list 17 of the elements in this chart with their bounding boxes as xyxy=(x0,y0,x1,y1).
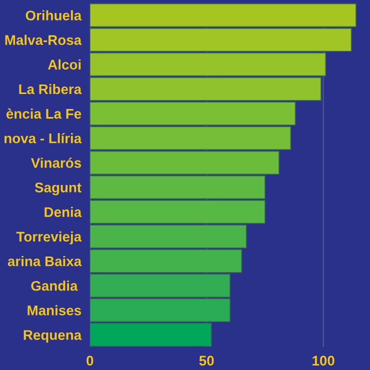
y-tick-label: arina Baixa xyxy=(8,256,82,266)
y-tick-label: Gandia xyxy=(31,280,78,291)
y-tick-label: Torrevieja xyxy=(16,231,82,244)
x-tick-label: 100 xyxy=(312,356,334,366)
y-tick-label: ència La Fe xyxy=(6,108,82,119)
y-tick-label: Denia xyxy=(44,206,82,218)
y-tick-label: Alcoi xyxy=(48,59,81,70)
y-tick-label: Vinarós xyxy=(30,158,82,168)
y-tick-label: Sagunt xyxy=(34,182,82,196)
x-tick-label: 0 xyxy=(86,356,94,366)
y-tick-label: Malva-Rosa xyxy=(5,34,82,45)
y-tick-label: Orihuela xyxy=(26,10,82,20)
x-tick-label: 50 xyxy=(199,356,214,366)
y-tick-label: Requena xyxy=(24,330,82,343)
y-tick-label: La Ribera xyxy=(19,84,82,94)
y-tick-label: Manises xyxy=(28,305,82,316)
y-tick-label: nova - Llíria xyxy=(4,132,82,144)
